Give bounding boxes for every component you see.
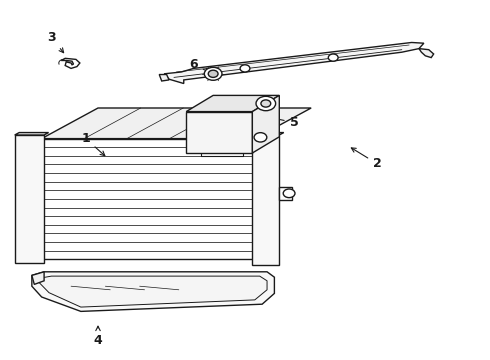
- Polygon shape: [252, 132, 284, 135]
- Circle shape: [328, 54, 338, 61]
- Polygon shape: [39, 276, 267, 307]
- Circle shape: [261, 100, 270, 107]
- Polygon shape: [164, 42, 424, 84]
- Circle shape: [208, 70, 218, 77]
- Circle shape: [283, 189, 295, 198]
- Polygon shape: [42, 139, 255, 259]
- Text: 2: 2: [351, 148, 382, 170]
- Polygon shape: [159, 75, 169, 81]
- Text: 4: 4: [94, 326, 102, 347]
- Text: 6: 6: [189, 58, 210, 72]
- Circle shape: [256, 96, 275, 111]
- Polygon shape: [15, 132, 49, 135]
- Text: 3: 3: [47, 31, 64, 53]
- Circle shape: [204, 67, 222, 80]
- Polygon shape: [186, 112, 252, 153]
- Polygon shape: [42, 108, 311, 139]
- Polygon shape: [61, 58, 80, 68]
- Circle shape: [254, 133, 267, 142]
- Polygon shape: [15, 135, 44, 263]
- Polygon shape: [252, 135, 279, 265]
- Polygon shape: [32, 272, 274, 311]
- Polygon shape: [419, 49, 434, 58]
- Polygon shape: [252, 95, 279, 153]
- Polygon shape: [279, 187, 292, 200]
- Text: 1: 1: [81, 132, 105, 156]
- Text: 5: 5: [271, 116, 298, 129]
- Polygon shape: [32, 272, 44, 284]
- Polygon shape: [186, 95, 279, 112]
- Circle shape: [240, 65, 250, 72]
